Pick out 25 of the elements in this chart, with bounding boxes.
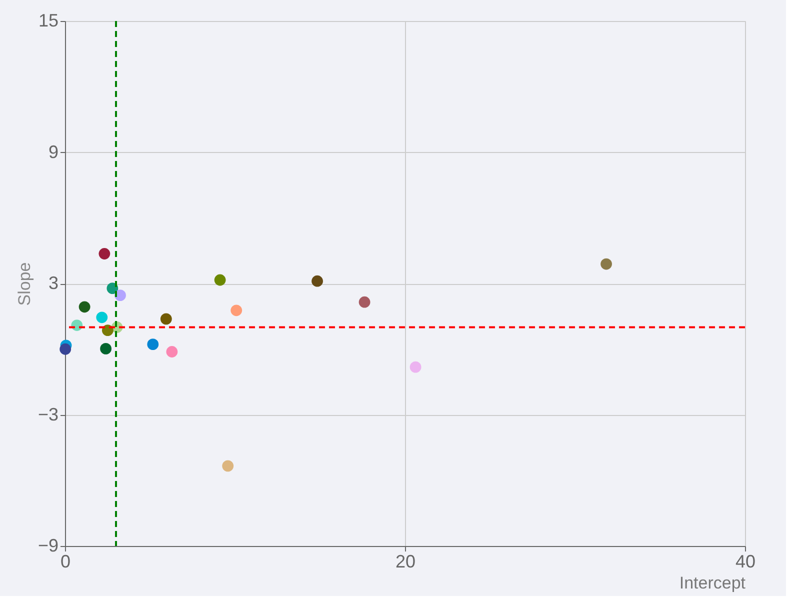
point <box>60 343 72 355</box>
y-tick-label: −9 <box>38 536 58 556</box>
point <box>160 313 172 325</box>
point <box>100 343 112 354</box>
point <box>358 296 370 308</box>
x-tick-label: 40 <box>735 552 756 572</box>
point <box>222 460 234 472</box>
point <box>410 361 422 373</box>
y-axis-title: Slope <box>14 262 34 306</box>
y-tick-label: −3 <box>38 404 58 424</box>
point <box>98 248 110 260</box>
point <box>214 274 226 286</box>
point <box>147 338 159 350</box>
y-tick-label: 3 <box>48 273 58 293</box>
point <box>96 312 108 324</box>
point <box>78 301 90 313</box>
y-tick-label: 9 <box>48 142 58 162</box>
x-axis-title: Intercept <box>679 574 746 592</box>
point <box>600 258 612 270</box>
y-tick-label: 15 <box>38 10 58 30</box>
point <box>312 275 323 287</box>
x-tick-label: 0 <box>60 552 71 572</box>
point <box>166 346 178 358</box>
x-tick-label: 20 <box>395 552 416 572</box>
point <box>230 304 242 316</box>
